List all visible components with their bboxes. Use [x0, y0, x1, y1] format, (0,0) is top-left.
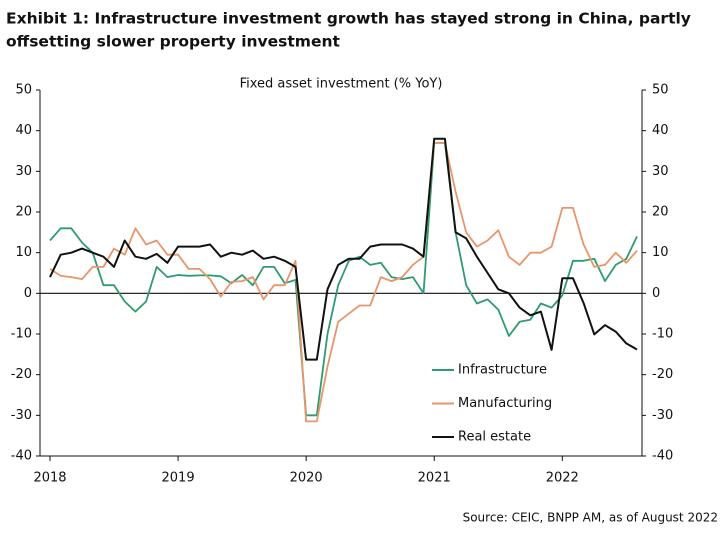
- y2-tick-label: 40: [652, 123, 669, 138]
- y-tick-label: -10: [11, 327, 32, 342]
- y-tick-label: 50: [15, 83, 32, 98]
- y2-tick-label: 20: [652, 205, 669, 220]
- y-tick-label: 40: [15, 123, 32, 138]
- y2-tick-label: 0: [652, 286, 660, 301]
- y-tick-label: 20: [15, 205, 32, 220]
- chart-subtitle: Fixed asset investment (% YoY): [240, 77, 443, 92]
- legend-label: Infrastructure: [458, 363, 547, 378]
- y2-tick-label: -10: [652, 327, 673, 342]
- y2-tick-label: 50: [652, 83, 669, 98]
- legend-label: Real estate: [458, 430, 531, 445]
- y-tick-label: -20: [11, 367, 32, 382]
- series-line: [49, 142, 638, 423]
- y-tick-label: 0: [24, 286, 32, 301]
- chart-title: Exhibit 1: Infrastructure investment gro…: [6, 10, 691, 28]
- x-tick-label: 2019: [162, 471, 195, 486]
- y2-tick-label: 10: [652, 245, 669, 260]
- x-tick-label: 2022: [546, 471, 579, 486]
- source-note: Source: CEIC, BNPP AM, as of August 2022: [463, 511, 718, 525]
- series-line: [49, 142, 638, 417]
- y-tick-label: 30: [15, 164, 32, 179]
- series-line: [49, 137, 638, 361]
- legend-label: Manufacturing: [458, 396, 552, 411]
- y2-tick-label: 30: [652, 164, 669, 179]
- y-tick-label: -40: [11, 449, 32, 464]
- y2-tick-label: -30: [652, 408, 673, 423]
- chart-title: offsetting slower property investment: [6, 33, 341, 51]
- x-tick-label: 2021: [418, 471, 451, 486]
- y2-tick-label: -20: [652, 367, 673, 382]
- y-tick-label: 10: [15, 245, 32, 260]
- x-tick-label: 2020: [290, 471, 323, 486]
- y-tick-label: -30: [11, 408, 32, 423]
- y2-tick-label: -40: [652, 449, 673, 464]
- x-tick-label: 2018: [33, 471, 66, 486]
